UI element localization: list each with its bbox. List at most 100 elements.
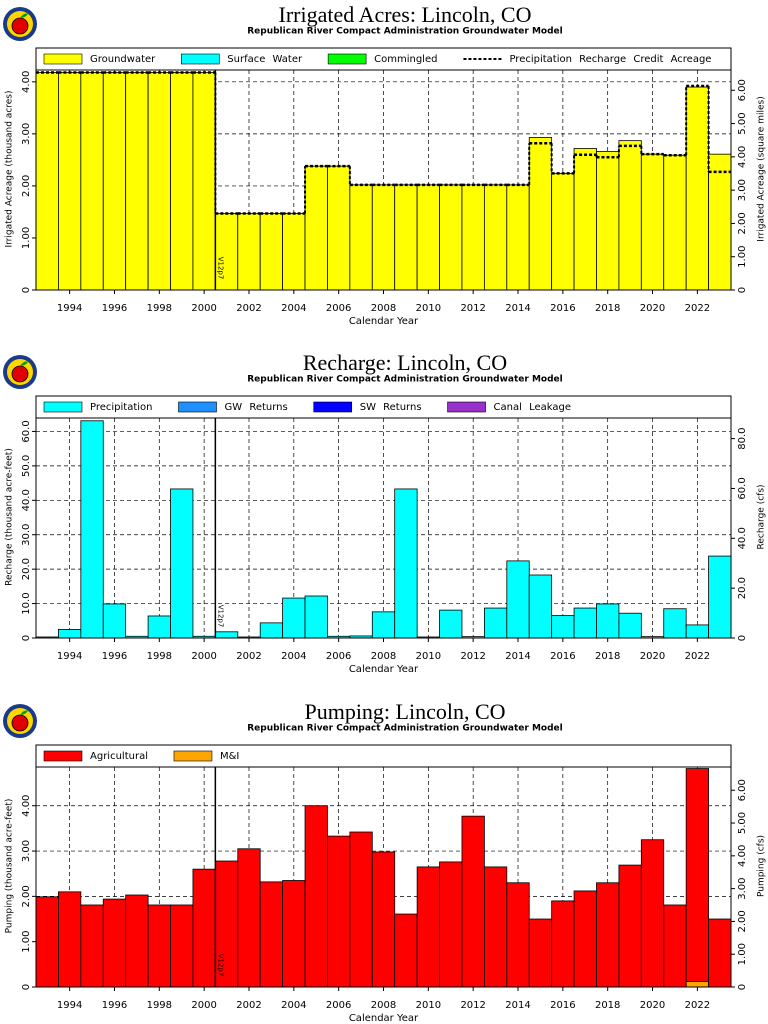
y-axis-label: Pumping (thousand acre-feet) xyxy=(5,799,15,934)
x-tick-label: 2020 xyxy=(640,1000,665,1011)
y2-tick-label: 1.00 xyxy=(737,246,748,268)
y-tick-label: 0 xyxy=(21,984,32,990)
bar xyxy=(528,918,553,988)
logo-leaf xyxy=(20,13,28,18)
y-tick-label: 2.00 xyxy=(21,175,32,197)
bar xyxy=(58,891,82,988)
bar xyxy=(304,165,328,291)
bar xyxy=(102,603,127,639)
bar xyxy=(685,624,709,639)
bar xyxy=(573,148,597,291)
x-tick-label: 2016 xyxy=(550,303,575,314)
bar xyxy=(282,597,306,639)
bar xyxy=(394,488,418,639)
bar xyxy=(147,904,171,988)
x-tick-label: 2010 xyxy=(416,1000,441,1011)
chart-subtitle: Republican River Compact Administration … xyxy=(247,27,563,37)
x-tick-label: 1994 xyxy=(57,303,82,314)
x-tick-label: 2018 xyxy=(595,651,620,662)
bar xyxy=(596,603,620,639)
x-tick-label: 2008 xyxy=(371,1000,396,1011)
x-tick-label: 2000 xyxy=(191,303,216,314)
x-tick-label: 2000 xyxy=(191,1000,216,1011)
x-tick-label: 2014 xyxy=(505,651,530,662)
x-tick-label: 1996 xyxy=(102,651,127,662)
bar xyxy=(327,835,351,988)
bar xyxy=(125,894,149,988)
bar xyxy=(528,574,553,639)
legend-label: Precipitation Recharge Credit Acreage xyxy=(509,54,711,65)
annotation-label: V12p7 xyxy=(216,605,224,628)
x-axis-label: Calendar Year xyxy=(349,316,419,327)
bar xyxy=(618,612,642,639)
bar xyxy=(80,904,104,988)
bar xyxy=(371,851,396,988)
bar xyxy=(304,805,328,988)
y-tick-label: 10.0 xyxy=(21,592,32,614)
x-tick-label: 2008 xyxy=(371,303,396,314)
legend-swatch xyxy=(180,53,220,65)
legend-swatch xyxy=(447,401,486,413)
bar xyxy=(170,72,194,291)
legend-box xyxy=(35,47,732,71)
x-tick-label: 2018 xyxy=(595,1000,620,1011)
logo-apple xyxy=(11,17,29,35)
bar xyxy=(663,904,687,988)
bar xyxy=(439,609,463,639)
y-axis-label: Recharge (thousand acre-feet) xyxy=(5,448,15,586)
x-tick-label: 2022 xyxy=(685,651,710,662)
y-tick-label: 3.00 xyxy=(21,123,32,145)
bar xyxy=(439,184,463,291)
annotation-label: V12p7 xyxy=(216,954,224,977)
bar xyxy=(506,882,530,988)
legend-box xyxy=(35,395,732,419)
legend-label: M&I xyxy=(220,751,239,762)
bar xyxy=(416,866,440,988)
x-tick-label: 2002 xyxy=(236,651,261,662)
x-tick-label: 2020 xyxy=(640,303,665,314)
bar xyxy=(371,184,396,291)
bar xyxy=(147,615,171,639)
bar xyxy=(416,184,440,291)
x-tick-label: 1996 xyxy=(102,303,127,314)
y2-axis-label: Recharge (cfs) xyxy=(757,484,767,549)
bar xyxy=(394,184,418,291)
bar xyxy=(483,866,508,988)
x-tick-label: 2010 xyxy=(416,303,441,314)
x-tick-label: 1994 xyxy=(57,651,82,662)
legend-label: Precipitation xyxy=(90,402,153,413)
bar xyxy=(80,420,104,639)
y2-tick-label: 0 xyxy=(737,635,748,641)
y-tick-label: 40.0 xyxy=(21,489,32,511)
y2-axis-label: Irrigated Acreage (square miles) xyxy=(757,96,767,241)
bar xyxy=(371,611,396,639)
bar xyxy=(259,213,284,291)
x-tick-label: 1998 xyxy=(147,303,172,314)
y2-tick-label: 0 xyxy=(737,287,748,293)
bar xyxy=(685,86,709,291)
logo-leaf xyxy=(20,361,28,366)
bar xyxy=(551,173,575,291)
x-tick-label: 2004 xyxy=(281,303,306,314)
legend-swatch xyxy=(43,750,83,762)
bar xyxy=(58,72,82,291)
y2-tick-label: 80.0 xyxy=(737,427,748,449)
x-tick-label: 2012 xyxy=(460,303,485,314)
bar xyxy=(596,882,620,988)
x-tick-label: 2002 xyxy=(236,303,261,314)
y2-tick-label: 0 xyxy=(737,984,748,990)
bar xyxy=(102,72,127,291)
y2-tick-label: 60.0 xyxy=(737,477,748,499)
logo-apple xyxy=(11,365,29,383)
x-axis-label: Calendar Year xyxy=(349,1013,419,1024)
bar xyxy=(640,153,665,291)
bar xyxy=(170,488,194,639)
annotation-label: V12p7 xyxy=(216,257,224,280)
bar xyxy=(237,848,261,988)
x-tick-label: 2006 xyxy=(326,1000,351,1011)
legend-swatch xyxy=(313,401,353,413)
y2-tick-label: 3.00 xyxy=(737,877,748,899)
y-tick-label: 2.00 xyxy=(21,885,32,907)
bar xyxy=(394,913,418,988)
x-tick-label: 1994 xyxy=(57,1000,82,1011)
